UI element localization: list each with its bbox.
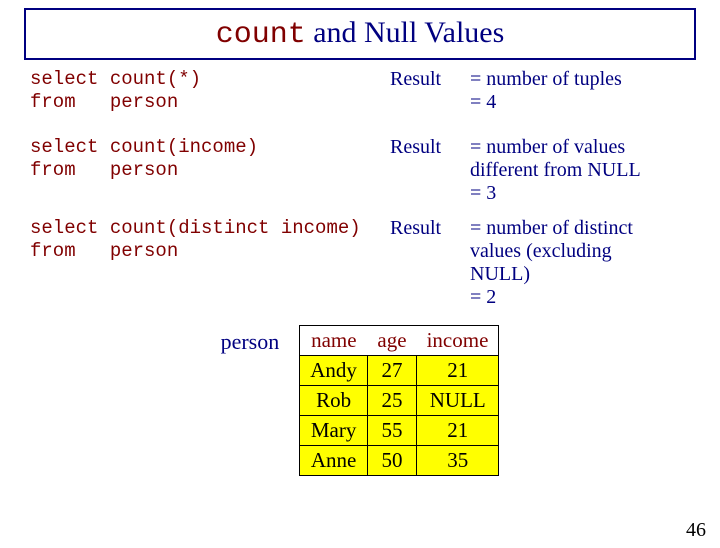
table-cell: Rob [300, 386, 368, 416]
query-code-1: select count(income) from person [30, 136, 390, 182]
table-row: Mary5521 [300, 416, 499, 446]
title-mono: count [216, 18, 306, 52]
table-cell: 21 [417, 356, 499, 386]
table-row: Andy2721 [300, 356, 499, 386]
table-cell: 27 [367, 356, 416, 386]
table-header-row: name age income [300, 326, 499, 356]
result-desc-0: = number of tuples = 4 [470, 68, 696, 114]
col-name: name [300, 326, 368, 356]
table-cell: Mary [300, 416, 368, 446]
table-cell: 35 [417, 446, 499, 476]
result-desc-1: = number of values different from NULL =… [470, 136, 696, 205]
slide-title: count and Null Values [24, 8, 696, 60]
table-cell: 25 [367, 386, 416, 416]
table-row: Rob25NULL [300, 386, 499, 416]
table-body: Andy2721Rob25NULLMary5521Anne5035 [300, 356, 499, 476]
table-cell: 55 [367, 416, 416, 446]
table-cell: 21 [417, 416, 499, 446]
table-row: Anne5035 [300, 446, 499, 476]
result-label-0: Result [390, 68, 470, 91]
table-cell: Anne [300, 446, 368, 476]
table-cell: Andy [300, 356, 368, 386]
table-cell: 50 [367, 446, 416, 476]
title-rest: and Null Values [306, 16, 505, 49]
table-cell: NULL [417, 386, 499, 416]
slide-number: 46 [686, 519, 706, 542]
query-code-2: select count(distinct income) from perso… [30, 217, 390, 263]
col-age: age [367, 326, 416, 356]
person-table: name age income Andy2721Rob25NULLMary552… [299, 325, 499, 476]
query-row-2: select count(distinct income) from perso… [0, 215, 720, 311]
result-label-1: Result [390, 136, 470, 159]
table-label: person [221, 325, 280, 355]
query-code-0: select count(*) from person [30, 68, 390, 114]
query-row-0: select count(*) from person Result = num… [0, 66, 720, 116]
result-label-2: Result [390, 217, 470, 240]
col-income: income [417, 326, 499, 356]
result-desc-2: = number of distinct values (excluding N… [470, 217, 696, 309]
query-row-1: select count(income) from person Result … [0, 134, 720, 207]
table-section: person name age income Andy2721Rob25NULL… [0, 325, 720, 476]
